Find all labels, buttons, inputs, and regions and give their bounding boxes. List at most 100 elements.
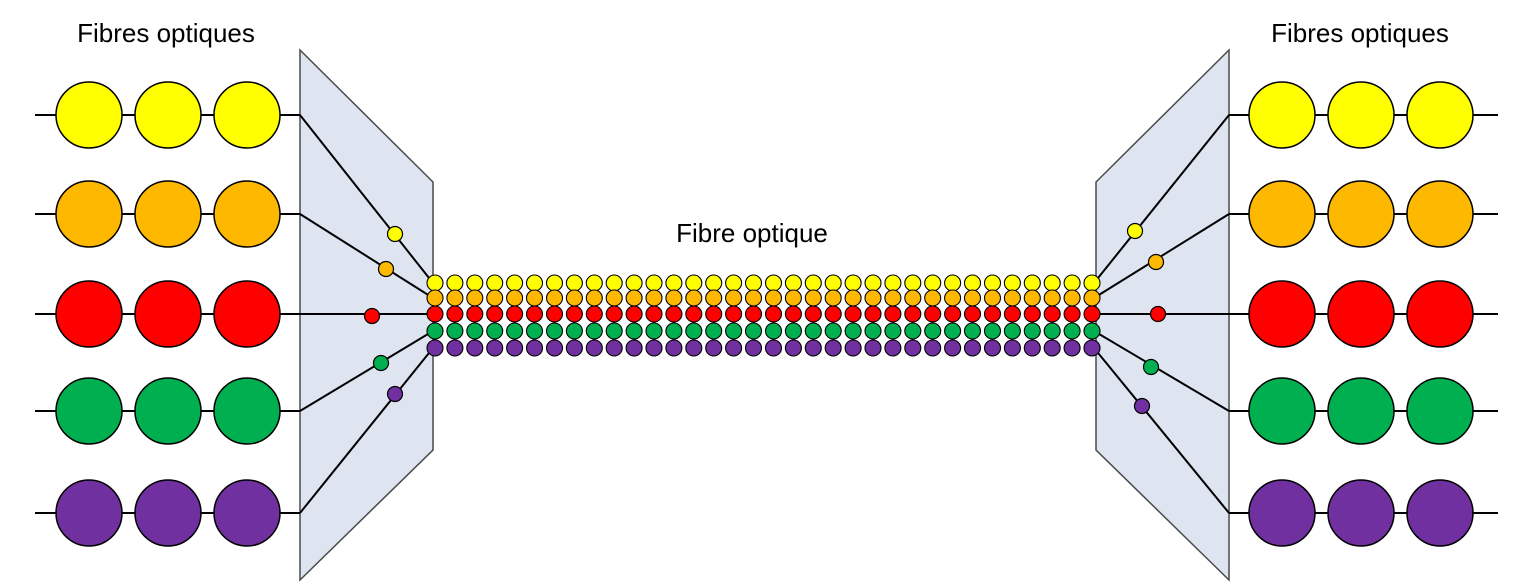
input-signal-green — [55, 377, 123, 445]
output-signal-red — [1406, 280, 1474, 348]
trunk-signal-purple — [983, 339, 1002, 357]
mux-path-purple — [299, 347, 434, 514]
trunk-signal-purple — [585, 339, 603, 357]
trunk-signal-green — [963, 322, 982, 340]
trunk-signal-orange — [744, 289, 763, 307]
trunk-signal-red — [426, 305, 444, 323]
trunk-signal-orange — [565, 289, 583, 307]
trunk-signal-orange — [466, 289, 484, 307]
diagram-shapes — [35, 48, 1498, 582]
mux-path-green — [299, 330, 434, 412]
trunk-signal-yellow — [784, 274, 802, 292]
trunk-signal-red — [764, 305, 783, 323]
input-signal-orange — [213, 180, 281, 248]
trunk-signal-red — [446, 305, 464, 323]
trunk-signal-green — [466, 322, 484, 340]
trunk-signal-orange — [665, 289, 683, 307]
trunk-signal-orange — [645, 289, 663, 307]
mux-marker-purple — [386, 385, 404, 403]
trunk-signal-red — [1023, 305, 1041, 323]
trunk-signal-yellow — [944, 274, 962, 292]
trunk-signal-green — [685, 322, 703, 340]
trunk-signal-purple — [884, 339, 902, 357]
demux-path-yellow — [1093, 114, 1230, 284]
trunk-signal-red — [725, 305, 743, 323]
trunk-signal-red — [705, 305, 723, 323]
trunk-signal-yellow — [884, 274, 902, 292]
trunk-signal-red — [585, 305, 603, 323]
output-signal-green — [1248, 377, 1316, 445]
trunk-signal-green — [744, 322, 763, 340]
trunk-signal-green — [944, 322, 962, 340]
input-signal-yellow — [213, 81, 281, 149]
trunk-signal-green — [804, 322, 822, 340]
trunk-signal-red — [486, 305, 504, 323]
output-signal-green — [1406, 377, 1474, 445]
trunk-signal-green — [665, 322, 683, 340]
trunk-signal-purple — [725, 339, 743, 357]
mux-path-orange — [299, 213, 434, 299]
input-signal-yellow — [134, 81, 202, 149]
trunk-signal-purple — [1063, 339, 1081, 357]
trunk-signal-purple — [506, 339, 524, 357]
trunk-signal-green — [645, 322, 663, 340]
trunk-signal-orange — [705, 289, 723, 307]
trunk-signal-orange — [864, 289, 882, 307]
trunk-signal-green — [864, 322, 882, 340]
trunk-signal-purple — [605, 339, 623, 357]
trunk-signal-green — [486, 322, 504, 340]
trunk-signal-red — [804, 305, 822, 323]
trunk-signal-orange — [764, 289, 783, 307]
trunk-signal-red — [784, 305, 802, 323]
trunk-signal-purple — [924, 339, 942, 357]
trunk-signal-green — [705, 322, 723, 340]
trunk-signal-purple — [824, 339, 842, 357]
trunk-signal-purple — [1023, 339, 1041, 357]
trunk-signal-yellow — [844, 274, 862, 292]
demux-marker-red — [1149, 305, 1167, 323]
output-signal-orange — [1406, 180, 1474, 248]
demux-path-purple — [1093, 347, 1230, 514]
trunk-signal-orange — [625, 289, 643, 307]
trunk-signal-yellow — [924, 274, 942, 292]
trunk-signal-purple — [744, 339, 763, 357]
trunk-signal-green — [625, 322, 643, 340]
trunk-signal-orange — [963, 289, 982, 307]
trunk-signal-orange — [605, 289, 623, 307]
demux-marker-yellow — [1126, 222, 1144, 240]
trunk-signal-purple — [625, 339, 643, 357]
trunk-signal-yellow — [1043, 274, 1061, 292]
trunk-signal-purple — [864, 339, 882, 357]
trunk-signal-yellow — [685, 274, 703, 292]
trunk-signal-green — [1063, 322, 1081, 340]
demux-path-orange — [1093, 213, 1230, 299]
output-signal-orange — [1248, 180, 1316, 248]
output-signal-red — [1248, 280, 1316, 348]
input-signal-orange — [55, 180, 123, 248]
mux-path-yellow — [299, 114, 434, 284]
trunk-signal-orange — [585, 289, 603, 307]
trunk-signal-orange — [525, 289, 544, 307]
trunk-signal-yellow — [1083, 274, 1101, 292]
demux-marker-orange — [1147, 253, 1165, 271]
input-signal-orange — [134, 180, 202, 248]
trunk-signal-purple — [705, 339, 723, 357]
output-signal-green — [1327, 377, 1395, 445]
demux-marker-purple — [1133, 397, 1151, 415]
trunk-signal-green — [565, 322, 583, 340]
trunk-signal-orange — [486, 289, 504, 307]
input-signal-purple — [134, 479, 202, 547]
trunk-signal-yellow — [625, 274, 643, 292]
input-signal-purple — [213, 479, 281, 547]
trunk-signal-red — [685, 305, 703, 323]
trunk-signal-yellow — [525, 274, 544, 292]
trunk-signal-purple — [904, 339, 922, 357]
trunk-signal-green — [545, 322, 564, 340]
trunk-signal-yellow — [744, 274, 763, 292]
trunk-signal-red — [864, 305, 882, 323]
trunk-signal-green — [605, 322, 623, 340]
trunk-signal-red — [1083, 305, 1101, 323]
trunk-signal-green — [1023, 322, 1041, 340]
right-title: Fibres optiques — [1271, 18, 1449, 48]
